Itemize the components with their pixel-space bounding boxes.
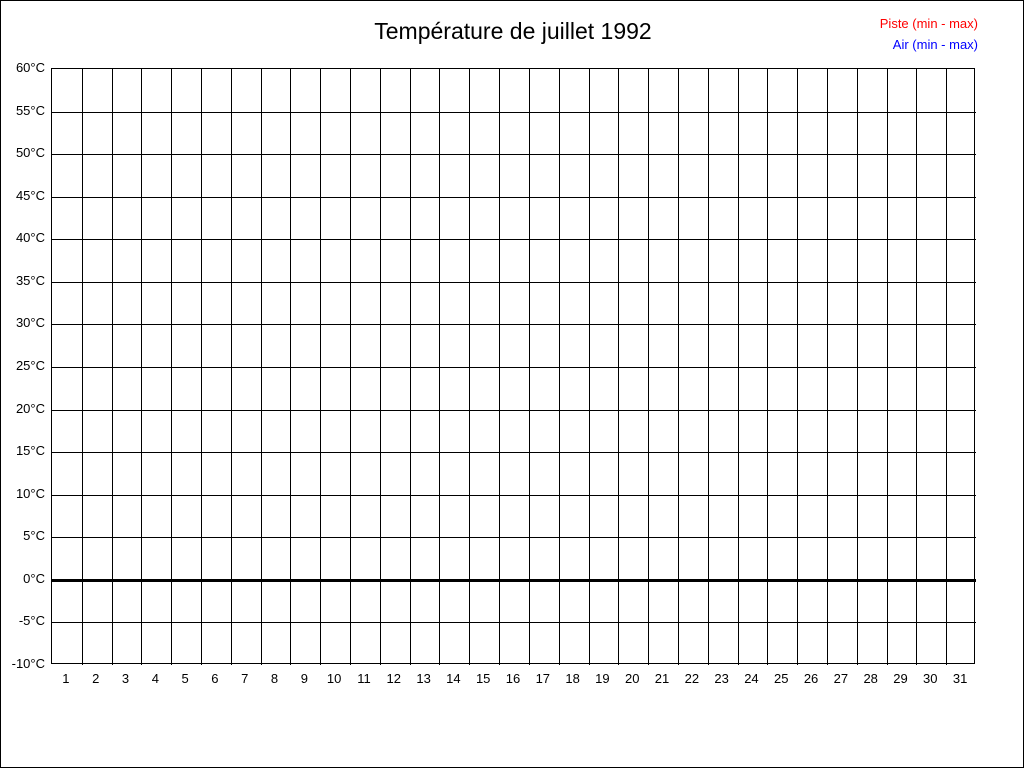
x-axis-tick-label: 4	[151, 671, 159, 686]
gridline-horizontal	[52, 281, 976, 283]
x-axis-tick-label: 11	[357, 671, 371, 686]
gridline-horizontal	[52, 494, 976, 496]
gridline-vertical	[320, 69, 321, 665]
y-axis-tick-label: 0°C	[23, 570, 45, 586]
x-axis-tick-label: 6	[211, 671, 219, 686]
gridline-horizontal	[52, 324, 976, 326]
page-title: Température de juillet 1992	[374, 18, 652, 44]
gridline-horizontal	[52, 622, 976, 624]
y-axis-tick-label: 60°C	[15, 60, 45, 75]
y-axis-tick-label: 50°C	[15, 145, 45, 161]
gridline-horizontal	[52, 578, 976, 582]
x-axis-tick-label: 12	[386, 671, 401, 686]
gridline-vertical	[350, 69, 351, 665]
gridline-vertical	[529, 69, 530, 665]
gridline-vertical	[290, 69, 291, 665]
gridline-vertical	[708, 69, 709, 665]
gridline-horizontal	[52, 452, 976, 454]
x-axis-tick-label: 14	[446, 671, 461, 686]
y-axis-tick-label: 30°C	[15, 315, 45, 331]
y-axis-tick-label: 35°C	[15, 272, 45, 288]
x-axis-tick-label: 18	[565, 671, 580, 686]
x-axis-tick-label: 17	[535, 671, 551, 686]
y-axis-tick-label: 10°C	[15, 485, 45, 501]
x-axis-tick-label: 5	[181, 671, 189, 686]
y-axis-tick-label: 5°C	[23, 528, 45, 544]
y-axis-tick-label: 55°C	[15, 102, 45, 118]
x-axis-tick-label: 30	[923, 671, 938, 686]
x-axis-tick-label: 28	[863, 671, 878, 686]
gridline-vertical	[261, 69, 262, 665]
gridline-vertical	[559, 69, 560, 665]
x-axis-tick-label: 3	[121, 671, 130, 686]
gridline-vertical	[112, 69, 113, 665]
x-axis-tick-label: 21	[654, 671, 670, 686]
gridline-vertical	[767, 69, 768, 665]
gridline-horizontal	[52, 409, 976, 411]
x-axis-tick-label: 25	[774, 671, 789, 686]
legend-item-air: Air (min - max)	[892, 37, 978, 52]
y-axis-tick-label: 40°C	[15, 230, 45, 246]
x-axis-tick-label: 20	[624, 671, 640, 686]
x-axis-tick-label: 26	[803, 671, 819, 686]
gridline-vertical	[201, 69, 202, 665]
x-axis-tick-label: 31	[952, 671, 968, 686]
y-axis-tick-label: 25°C	[15, 358, 45, 373]
gridline-vertical	[618, 69, 619, 665]
gridline-vertical	[857, 69, 858, 665]
gridline-horizontal	[52, 196, 976, 198]
gridline-vertical	[678, 69, 679, 665]
legend-item-piste: Piste (min - max)	[879, 16, 978, 31]
gridline-vertical	[916, 69, 917, 665]
gridline-vertical	[469, 69, 470, 665]
gridline-vertical	[946, 69, 947, 665]
gridline-vertical	[648, 69, 649, 665]
x-axis-tick-label: 19	[595, 671, 610, 686]
x-axis-tick-label: 10	[326, 671, 342, 686]
gridline-vertical	[82, 69, 83, 665]
y-axis-tick-label: -10°C	[11, 656, 45, 671]
gridline-vertical	[410, 69, 411, 665]
gridline-vertical	[171, 69, 172, 665]
x-axis-tick-label: 27	[833, 671, 849, 686]
gridline-horizontal	[52, 154, 976, 156]
gridline-vertical	[499, 69, 500, 665]
gridline-vertical	[827, 69, 828, 665]
x-axis-tick-label: 16	[505, 671, 521, 686]
gridline-horizontal	[52, 367, 976, 368]
gridline-vertical	[141, 69, 142, 665]
x-axis-tick-label: 9	[300, 671, 308, 686]
x-axis-tick-label: 2	[92, 671, 100, 686]
gridline-vertical	[589, 69, 590, 665]
x-axis-tick-label: 29	[893, 671, 908, 686]
gridline-vertical	[439, 69, 440, 665]
y-axis-tick-label: 20°C	[15, 400, 45, 416]
gridline-vertical	[380, 69, 381, 665]
gridline-horizontal	[52, 239, 976, 241]
x-axis-tick-label: 24	[744, 671, 759, 686]
x-axis-tick-label: 15	[475, 671, 491, 686]
gridline-vertical	[738, 69, 739, 665]
x-axis-tick-label: 7	[241, 671, 249, 686]
gridline-vertical	[797, 69, 798, 665]
y-axis-tick-label: -5°C	[18, 613, 45, 629]
y-axis-tick-label: 45°C	[15, 187, 45, 203]
x-axis-tick-label: 1	[62, 671, 70, 686]
gridline-vertical	[887, 69, 888, 665]
x-axis-tick-label: 13	[416, 671, 431, 686]
gridline-horizontal	[52, 111, 976, 113]
x-axis-tick-label: 22	[684, 671, 700, 686]
x-axis-tick-label: 8	[270, 671, 279, 686]
x-axis-tick-label: 23	[714, 671, 729, 686]
gridline-vertical	[231, 69, 232, 665]
chart-legend: Piste (min - max) Air (min - max)	[880, 13, 978, 55]
gridline-horizontal	[52, 537, 976, 539]
y-axis-tick-label: 15°C	[15, 443, 45, 459]
plot-area	[51, 68, 976, 665]
